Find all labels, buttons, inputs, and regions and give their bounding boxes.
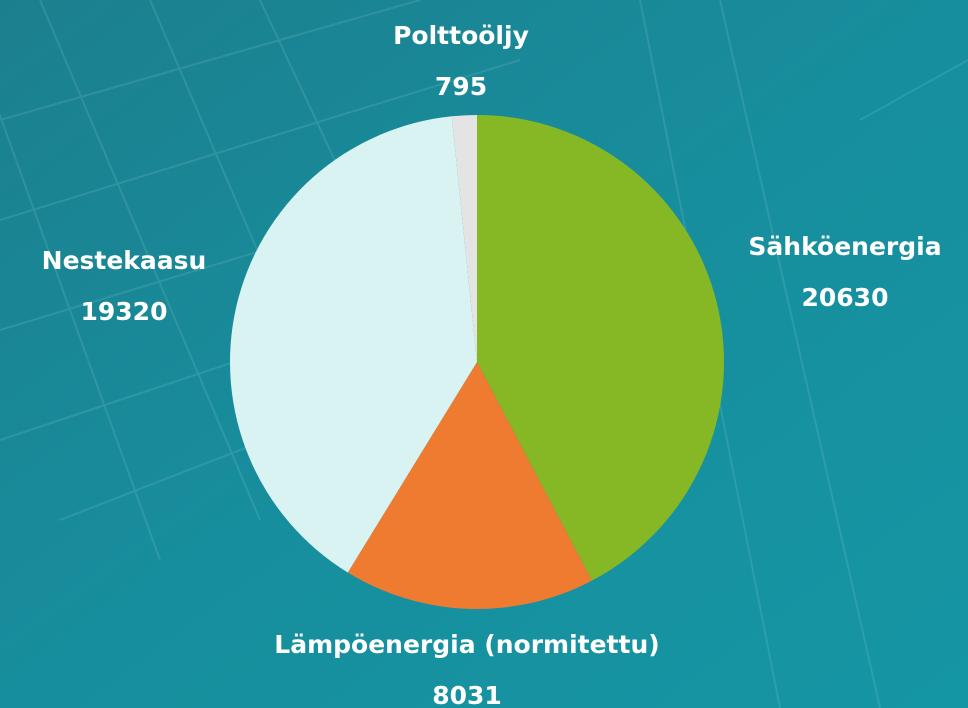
slice-label: Nestekaasu	[42, 246, 207, 275]
slice-label: Lämpöenergia (normitettu)	[274, 630, 659, 659]
slice-label: Sähköenergia	[748, 232, 941, 261]
pie-slice	[230, 116, 477, 573]
slice-value: 8031	[432, 681, 502, 708]
slice-value: 20630	[802, 283, 889, 312]
pie-slice	[347, 362, 592, 609]
slice-label: Polttoöljy	[393, 21, 529, 50]
slice-value: 19320	[81, 297, 168, 326]
pie	[230, 115, 725, 609]
pie-slice	[477, 115, 725, 581]
slice-value: 795	[435, 72, 487, 101]
pie-slice	[451, 115, 477, 362]
